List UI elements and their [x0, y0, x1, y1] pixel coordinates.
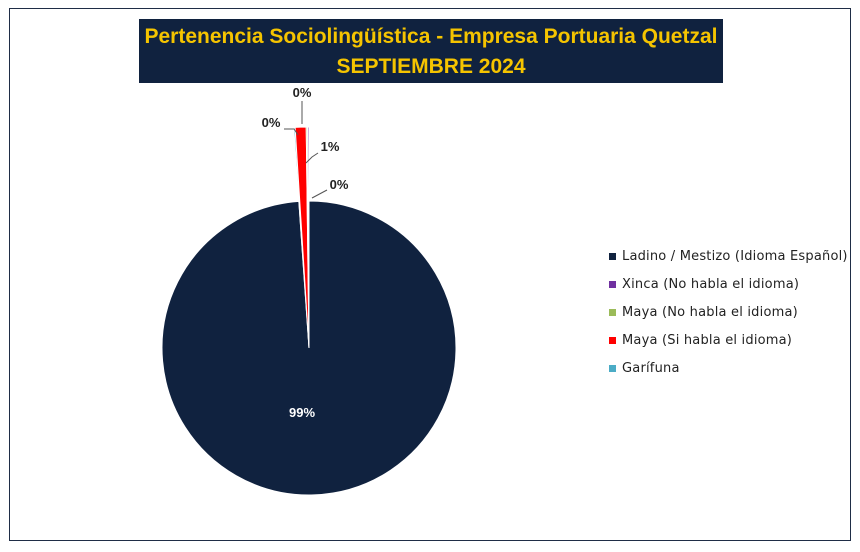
legend-label: Garífuna: [622, 361, 680, 376]
chart-frame: [9, 8, 851, 541]
data-label-2: 0%: [262, 115, 281, 130]
legend-item: Maya (Si habla el idioma): [609, 331, 849, 359]
legend-item: Xinca (No habla el idioma): [609, 275, 849, 303]
chart-legend: Ladino / Mestizo (Idioma Español) Xinca (…: [609, 247, 849, 387]
leader-line-2: [284, 128, 299, 136]
data-label-4: 0%: [330, 177, 349, 192]
legend-swatch: [609, 253, 616, 260]
legend-swatch: [609, 309, 616, 316]
legend-swatch: [609, 365, 616, 372]
legend-label: Ladino / Mestizo (Idioma Español): [622, 249, 848, 264]
data-label-0: 99%: [289, 405, 315, 420]
legend-swatch: [609, 281, 616, 288]
leader-line-4: [311, 189, 328, 199]
legend-label: Maya (No habla el idioma): [622, 305, 798, 320]
chart-title: Pertenencia Sociolingüística - Empresa P…: [144, 25, 718, 48]
legend-label: Maya (Si habla el idioma): [622, 333, 793, 348]
leader-line-3: [305, 152, 319, 164]
legend-item: Garífuna: [609, 359, 849, 387]
legend-item: Maya (No habla el idioma): [609, 303, 849, 331]
legend-label: Xinca (No habla el idioma): [622, 277, 800, 292]
data-label-3: 1%: [321, 139, 340, 154]
data-label-1: 0%: [293, 85, 312, 100]
legend-swatch: [609, 337, 616, 344]
pie-slice-1: [307, 126, 310, 349]
chart-subtitle: SEPTIEMBRE 2024: [336, 55, 526, 78]
legend-item: Ladino / Mestizo (Idioma Español): [609, 247, 849, 275]
chart-title-box: Pertenencia Sociolingüística - Empresa P…: [139, 19, 723, 83]
